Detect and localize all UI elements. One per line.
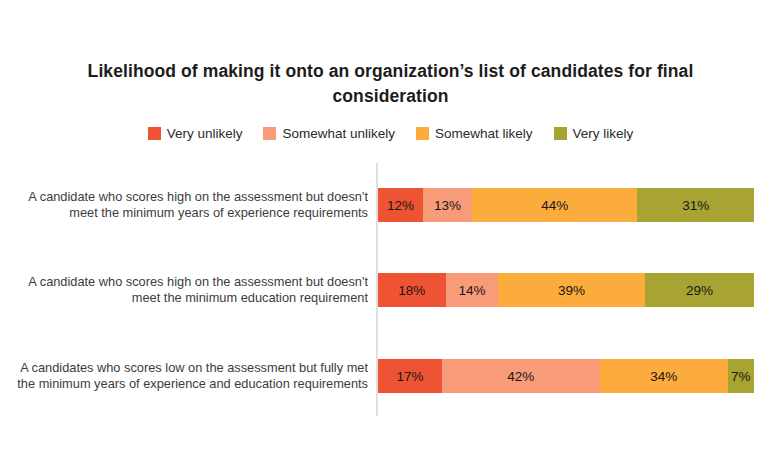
- legend-label: Very unlikely: [167, 126, 243, 141]
- bar-segment: 17%: [378, 359, 442, 393]
- bar-segment: 14%: [446, 273, 499, 307]
- stacked-bar: 18% 14% 39% 29%: [378, 273, 754, 307]
- bar-value-label: 29%: [686, 283, 713, 298]
- stacked-bar: 12% 13% 44% 31%: [378, 188, 754, 222]
- bar-value-label: 7%: [731, 369, 751, 384]
- bar-segment: 39%: [498, 273, 645, 307]
- chart-title: Likelihood of making it onto an organiza…: [71, 59, 711, 109]
- bar-segment: 42%: [442, 359, 600, 393]
- bar-value-label: 42%: [507, 369, 534, 384]
- legend-swatch-icon: [263, 127, 276, 140]
- legend-swatch-icon: [416, 127, 429, 140]
- legend-item: Very unlikely: [148, 126, 243, 141]
- chart-row: A candidates who scores low on the asses…: [0, 359, 781, 393]
- legend-label: Somewhat unlikely: [282, 126, 395, 141]
- legend-label: Somewhat likely: [435, 126, 533, 141]
- chart-row: A candidate who scores high on the asses…: [0, 188, 781, 222]
- bar-value-label: 31%: [682, 198, 709, 213]
- bar-value-label: 44%: [541, 198, 568, 213]
- bar-value-label: 18%: [398, 283, 425, 298]
- row-label: A candidate who scores high on the asses…: [10, 189, 368, 220]
- bar-value-label: 39%: [558, 283, 585, 298]
- bar-value-label: 14%: [458, 283, 485, 298]
- bar-segment: 7%: [728, 359, 754, 393]
- legend-swatch-icon: [554, 127, 567, 140]
- stacked-bar: 17% 42% 34% 7%: [378, 359, 754, 393]
- bar-value-label: 12%: [387, 198, 414, 213]
- legend: Very unlikely Somewhat unlikely Somewhat l…: [0, 123, 781, 143]
- legend-label: Very likely: [573, 126, 634, 141]
- bar-segment: 29%: [645, 273, 754, 307]
- bar-value-label: 17%: [396, 369, 423, 384]
- bar-segment: 13%: [423, 188, 472, 222]
- legend-item: Very likely: [554, 126, 634, 141]
- legend-item: Somewhat unlikely: [263, 126, 395, 141]
- bar-segment: 34%: [600, 359, 728, 393]
- bar-segment: 44%: [472, 188, 637, 222]
- legend-item: Somewhat likely: [416, 126, 533, 141]
- bar-segment: 18%: [378, 273, 446, 307]
- chart-canvas: Likelihood of making it onto an organiza…: [0, 0, 781, 474]
- bar-segment: 31%: [637, 188, 754, 222]
- chart-row: A candidate who scores high on the asses…: [0, 273, 781, 307]
- bar-segment: 12%: [378, 188, 423, 222]
- bar-value-label: 13%: [434, 198, 461, 213]
- row-label: A candidates who scores low on the asses…: [10, 360, 368, 391]
- bar-value-label: 34%: [650, 369, 677, 384]
- row-label: A candidate who scores high on the asses…: [10, 274, 368, 305]
- legend-swatch-icon: [148, 127, 161, 140]
